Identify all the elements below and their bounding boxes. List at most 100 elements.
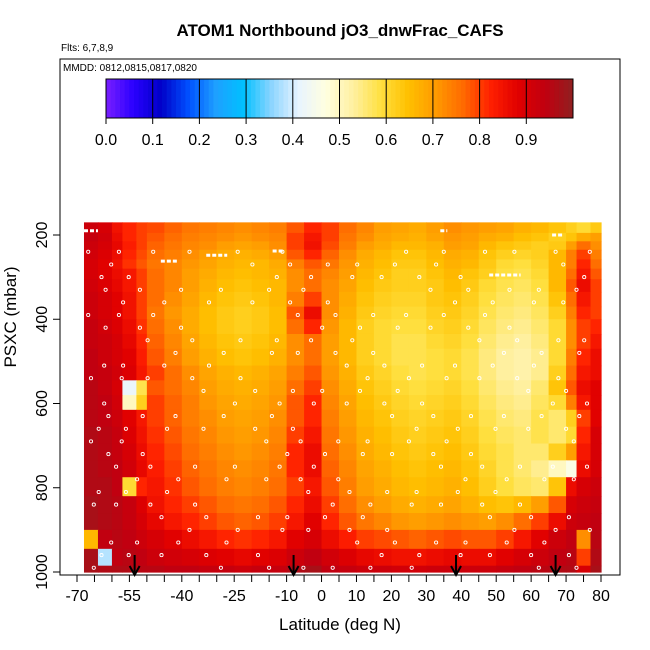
sample-marker	[176, 477, 181, 482]
heatmap-cell	[136, 477, 148, 497]
sample-marker	[333, 312, 338, 318]
y-axis-label: PSXC (mbar)	[1, 266, 20, 367]
heatmap-cell	[373, 259, 392, 270]
sample-marker	[566, 553, 571, 558]
heatmap-cell	[408, 565, 427, 573]
heatmap-cell	[181, 249, 200, 261]
heatmap-cell	[531, 348, 550, 367]
heatmap-cell	[234, 380, 253, 396]
sample-marker	[493, 489, 498, 495]
sample-marker	[255, 515, 261, 520]
heatmap-cell	[513, 529, 532, 550]
heatmap-cell	[164, 529, 183, 550]
colorbar-segment	[180, 79, 186, 118]
heatmap-cell	[83, 395, 99, 411]
heatmap-cell	[531, 306, 550, 320]
heatmap-cell	[391, 395, 410, 411]
colorbar-segment	[222, 79, 228, 118]
heatmap-cell	[576, 443, 592, 461]
heatmap-cell	[216, 460, 235, 478]
colorbar-segment	[474, 79, 481, 118]
heatmap-cell	[496, 279, 515, 293]
sample-marker	[582, 275, 587, 280]
heatmap-cell	[199, 426, 218, 445]
heatmap-cell	[391, 279, 410, 293]
heatmap-cell	[234, 241, 253, 251]
heatmap-cell	[286, 513, 305, 531]
heatmap-cell	[251, 443, 270, 461]
heatmap-cell	[548, 348, 567, 367]
heatmap-cell	[339, 291, 358, 308]
sample-markers	[86, 249, 592, 570]
sample-marker	[452, 363, 458, 368]
heatmap-cell	[83, 348, 99, 367]
heatmap-cell	[181, 460, 200, 478]
heatmap-cell	[234, 513, 253, 531]
heatmap-cell	[531, 319, 550, 335]
heatmap-cell	[83, 259, 99, 270]
heatmap-cell	[97, 443, 113, 461]
heatmap-cell	[251, 365, 270, 381]
sample-marker	[480, 464, 485, 469]
heatmap-cell	[199, 380, 218, 396]
heatmap-cell	[269, 249, 288, 261]
heatmap-cell	[122, 496, 137, 514]
heatmap-cell	[391, 496, 410, 514]
heatmap-cell	[576, 426, 592, 445]
heatmap-cell	[83, 365, 99, 381]
heatmap-cell	[356, 241, 375, 251]
heatmap-cell	[391, 460, 410, 478]
colorbar-segment	[269, 79, 275, 118]
sample-marker	[193, 464, 198, 469]
heatmap-cell	[391, 268, 410, 280]
heatmap-cell	[146, 548, 165, 567]
heatmap-cell	[122, 348, 137, 367]
heatmap-cell	[216, 565, 235, 573]
heatmap-cell	[590, 496, 602, 514]
heatmap-cell	[234, 348, 253, 367]
sample-marker	[173, 350, 178, 355]
heatmap-cell	[531, 365, 550, 381]
heatmap-cell	[548, 477, 567, 497]
heatmap-cell	[181, 426, 200, 445]
heatmap-cell	[339, 409, 358, 428]
heatmap-cell	[443, 333, 462, 350]
heatmap-cell	[478, 319, 497, 335]
colorbar-segment	[330, 79, 336, 118]
sample-marker	[480, 502, 485, 507]
heatmap-cell	[461, 365, 480, 381]
heatmap-cell	[426, 232, 445, 242]
heatmap-cell	[83, 496, 99, 514]
heatmap-cell	[304, 319, 323, 335]
heatmap-cell	[513, 259, 532, 270]
heatmap-cell	[426, 548, 445, 567]
colorbar-segment	[176, 79, 182, 118]
heatmap-cell	[443, 477, 462, 497]
heatmap-cells	[83, 222, 602, 573]
heatmap-cell	[391, 232, 410, 242]
heatmap-cell	[234, 443, 253, 461]
heatmap-cell	[461, 241, 480, 251]
heatmap-cell	[339, 333, 358, 350]
heatmap-cell	[478, 306, 497, 320]
heatmap-cell	[426, 268, 445, 280]
sample-marker	[123, 426, 128, 431]
heatmap-cell	[146, 426, 165, 445]
sample-marker	[137, 325, 142, 330]
heatmap-cell	[234, 529, 253, 550]
heatmap-cell	[111, 249, 124, 261]
heatmap-cell	[97, 319, 113, 335]
heatmap-cell	[408, 460, 427, 478]
heatmap-cell	[181, 241, 200, 251]
sample-marker	[512, 527, 517, 532]
heatmap-cell	[251, 477, 270, 497]
heatmap-cell	[164, 306, 183, 320]
heatmap-cell	[269, 291, 288, 308]
sample-marker	[330, 502, 335, 507]
heatmap-cell	[286, 443, 305, 461]
heatmap-cell	[286, 319, 305, 335]
heatmap-cell	[426, 241, 445, 251]
heatmap-cell	[576, 409, 592, 428]
heatmap-cell	[111, 443, 124, 461]
heatmap-cell	[478, 548, 497, 567]
